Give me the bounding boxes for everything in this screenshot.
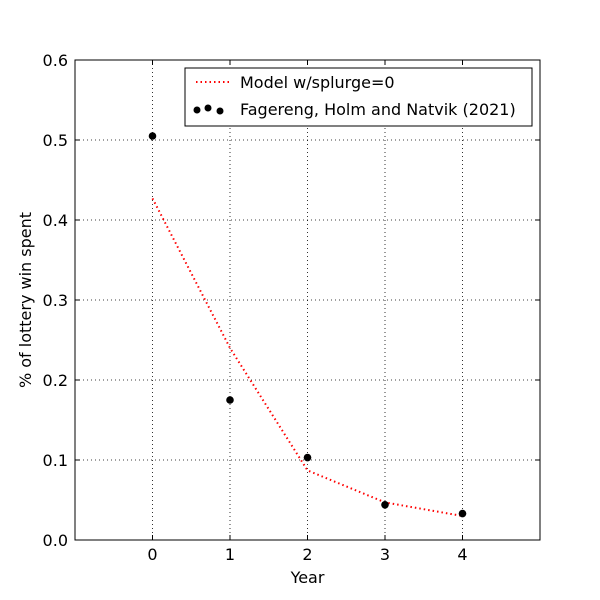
- y-axis-label: % of lottery win spent: [16, 212, 35, 388]
- tick-marks: [75, 59, 540, 541]
- x-tick-labels: 0 1 2 3 4: [147, 545, 467, 564]
- data-point: [148, 132, 157, 140]
- legend: Model w/splurge=0 Fagereng, Holm and Nat…: [184, 67, 533, 127]
- data-point: [303, 453, 312, 462]
- legend-frame: [184, 67, 533, 127]
- y-tick-label: 0.2: [43, 371, 68, 390]
- data-point: [381, 501, 389, 509]
- model-line: [151, 197, 463, 517]
- y-tick-label: 0.5: [43, 131, 68, 150]
- y-tick-label: 0.6: [43, 51, 68, 70]
- x-axis-label: Year: [290, 568, 325, 587]
- legend-marker: [193, 106, 201, 114]
- y-tick-label: 0.1: [43, 451, 68, 470]
- legend-label-model: Model w/splurge=0: [240, 73, 395, 92]
- data-point: [226, 396, 234, 404]
- series-layer: [148, 132, 467, 518]
- x-tick-label: 0: [147, 545, 157, 564]
- x-tick-label: 2: [302, 545, 312, 564]
- x-tick-label: 3: [380, 545, 390, 564]
- data-point: [458, 509, 467, 518]
- y-tick-label: 0.3: [43, 291, 68, 310]
- grid-lines: [75, 60, 540, 540]
- legend-marker: [204, 104, 212, 112]
- legend-label-data: Fagereng, Holm and Natvik (2021): [240, 100, 516, 119]
- y-tick-label: 0.4: [43, 211, 68, 230]
- y-tick-labels: 0.0 0.1 0.2 0.3 0.4 0.5 0.6: [43, 51, 68, 550]
- x-tick-label: 4: [457, 545, 467, 564]
- y-tick-label: 0.0: [43, 531, 68, 550]
- legend-marker: [216, 107, 224, 115]
- x-tick-label: 1: [225, 545, 235, 564]
